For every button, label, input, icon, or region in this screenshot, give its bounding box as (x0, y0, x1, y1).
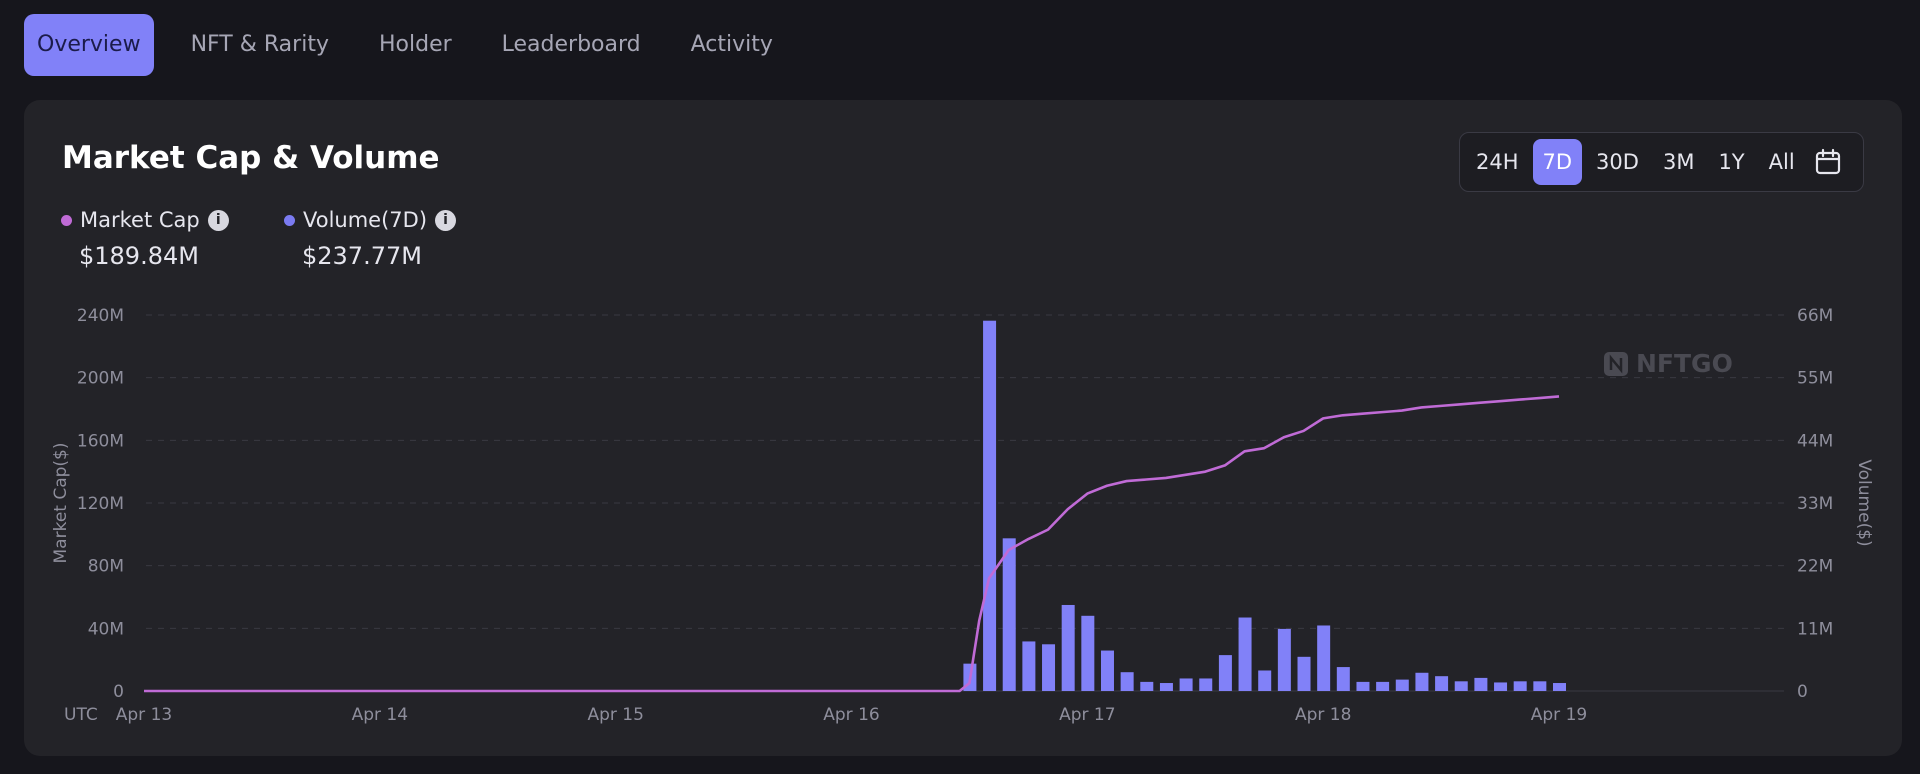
y-left-tick-label: 200M (77, 369, 124, 389)
volume-bar (1120, 672, 1134, 691)
tab-holder[interactable]: Holder (378, 32, 452, 57)
volume-bar (1179, 678, 1193, 691)
y-right-tick-label: 0 (1797, 682, 1808, 702)
volume-bar (1199, 678, 1213, 691)
tab-nft-rarity[interactable]: NFT & Rarity (190, 32, 329, 57)
y-left-axis-title: Market Cap($) (51, 442, 71, 563)
legend-volume-label: Volume(7D) (303, 208, 428, 232)
volume-bar (1317, 625, 1331, 691)
volume-bar (1336, 667, 1350, 691)
tab-overview[interactable]: Overview (24, 14, 154, 76)
timezone-label: UTC (64, 705, 98, 725)
volume-bar (1140, 681, 1154, 691)
range-all-button[interactable]: All (1768, 150, 1795, 174)
range-1y-button[interactable]: 1Y (1718, 150, 1745, 174)
volume-bar (1474, 677, 1488, 691)
card-title: Market Cap & Volume (62, 140, 440, 176)
market-cap-dot (61, 214, 72, 226)
x-tick-label: Apr 17 (1059, 705, 1115, 725)
watermark-text: NFTGO (1636, 349, 1733, 378)
volume-bar (1454, 681, 1468, 691)
tab-activity[interactable]: Activity (690, 32, 773, 57)
y-right-tick-label: 44M (1797, 431, 1833, 451)
volume-bar (1042, 644, 1056, 691)
y-right-axis-title: Volume($) (1854, 459, 1874, 546)
volume-bar (983, 320, 997, 691)
volume-bar (1061, 604, 1075, 691)
x-tick-label: Apr 13 (116, 705, 172, 725)
volume-bar (1100, 650, 1114, 691)
volume-dot (284, 214, 295, 226)
y-left-tick-label: 120M (77, 494, 124, 514)
market-cap-volume-chart: 0 0 40M 11M 80M 22M 120M 33M 160M 44M 200M 55M 240M 6… (51, 306, 1874, 725)
volume-bar (1002, 538, 1016, 691)
y-right-tick-label: 66M (1797, 306, 1833, 326)
y-left-tick-label: 40M (88, 619, 124, 639)
x-tick-label: Apr 15 (587, 705, 643, 725)
volume-bar (1494, 682, 1508, 691)
volume-bar (1081, 615, 1095, 691)
volume-value: $237.77M (302, 242, 422, 270)
y-right-tick-label: 22M (1797, 557, 1833, 577)
volume-bar (1415, 672, 1429, 691)
nftgo-watermark: NFTGO (1604, 349, 1733, 378)
y-left-tick-label: 240M (77, 306, 124, 326)
legend-market-cap-label: Market Cap (80, 208, 200, 232)
volume-bar (1297, 656, 1311, 691)
volume-bar (1356, 681, 1370, 691)
y-left-tick-label: 80M (88, 557, 124, 577)
volume-bar (1238, 617, 1252, 691)
x-tick-label: Apr 19 (1531, 705, 1587, 725)
market-cap-volume-card: Market Cap & Volume 24H 7D 30D 3M 1Y All… (24, 100, 1902, 756)
y-left-tick-label: 0 (113, 682, 124, 702)
volume-bar (1395, 679, 1409, 691)
y-right-tick-label: 11M (1797, 619, 1833, 639)
volume-bar (1258, 670, 1272, 691)
volume-bar (1022, 641, 1036, 691)
market-cap-line-group (144, 395, 1560, 693)
chart-grid (146, 314, 1784, 692)
legend-volume: Volume(7D) i $237.77M (284, 208, 457, 288)
volume-bar (1376, 681, 1390, 691)
range-30d-button[interactable]: 30D (1596, 150, 1639, 174)
y-left-tick-label: 160M (77, 431, 124, 451)
tab-bar: Overview NFT & Rarity Holder Leaderboard… (24, 14, 810, 76)
legend-market-cap: Market Cap i $189.84M (61, 208, 229, 288)
x-tick-label: Apr 18 (1295, 705, 1351, 725)
tab-leaderboard[interactable]: Leaderboard (501, 32, 641, 57)
y-right-tick-label: 33M (1797, 494, 1833, 514)
range-7d-button[interactable]: 7D (1532, 139, 1583, 185)
y-right-tick-label: 55M (1797, 369, 1833, 389)
volume-bar (1277, 628, 1291, 691)
axis-ticks: 0 0 40M 11M 80M 22M 120M 33M 160M 44M 200M 55M 240M 6… (51, 306, 1874, 725)
calendar-icon[interactable] (1811, 139, 1845, 185)
market-cap-value: $189.84M (79, 242, 199, 270)
x-tick-label: Apr 14 (352, 705, 408, 725)
volume-bar (1533, 681, 1547, 691)
info-icon[interactable]: i (207, 209, 229, 231)
volume-bar (1435, 676, 1449, 691)
time-range-selector: 24H 7D 30D 3M 1Y All (1459, 132, 1864, 192)
info-icon[interactable]: i (435, 209, 457, 231)
volume-bar (1553, 683, 1566, 691)
range-24h-button[interactable]: 24H (1476, 150, 1519, 174)
range-3m-button[interactable]: 3M (1662, 150, 1695, 174)
x-tick-label: Apr 16 (823, 705, 879, 725)
volume-bars (963, 320, 1566, 691)
market-cap-line (144, 395, 1560, 693)
volume-bar (1513, 681, 1527, 691)
volume-bar (1218, 655, 1232, 691)
volume-bar (1159, 683, 1173, 691)
